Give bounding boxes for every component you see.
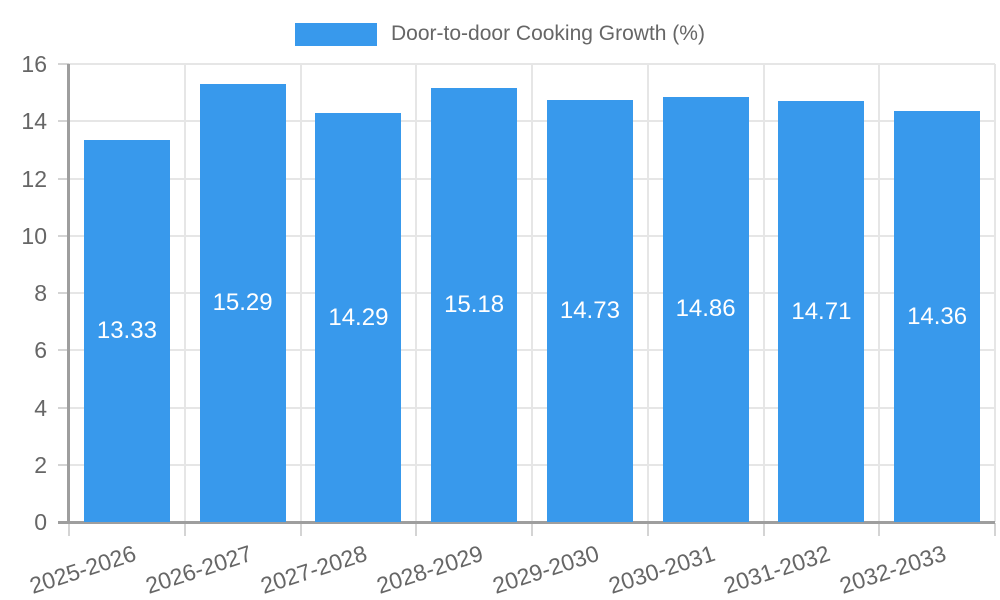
- bar[interactable]: [83, 140, 170, 522]
- bar[interactable]: [662, 96, 749, 522]
- bar-value-label: 14.36: [907, 302, 968, 330]
- x-axis-line: [58, 521, 995, 524]
- x-tick-mark: [878, 523, 881, 536]
- legend-label: Door-to-door Cooking Growth (%): [391, 22, 705, 45]
- x-tick-label: 2029-2030: [489, 540, 602, 599]
- x-tick-label: 2027-2028: [257, 540, 371, 599]
- y-tick-label: 4: [34, 394, 47, 421]
- y-tick-label: 14: [21, 108, 47, 135]
- bar[interactable]: [546, 100, 633, 522]
- x-tick-label: 2026-2027: [141, 540, 255, 599]
- y-tick-mark: [58, 349, 69, 352]
- gridline-vertical: [994, 64, 996, 522]
- x-tick-mark: [415, 523, 418, 536]
- gridline-vertical: [415, 64, 418, 522]
- x-tick-label: 2025-2026: [26, 540, 139, 599]
- gridline-vertical: [762, 64, 765, 522]
- gridline-vertical: [878, 64, 881, 522]
- x-tick-mark: [762, 523, 765, 536]
- x-tick-mark: [183, 523, 186, 536]
- bar[interactable]: [199, 84, 286, 522]
- bar-value-label: 14.86: [675, 295, 736, 323]
- y-tick-mark: [58, 177, 69, 180]
- bar[interactable]: [778, 100, 865, 522]
- y-tick-label: 0: [34, 509, 47, 535]
- bar-value-label: 15.29: [212, 289, 273, 317]
- legend[interactable]: Door-to-door Cooking Growth (%): [0, 20, 1000, 48]
- gridline-vertical: [299, 64, 302, 522]
- bar[interactable]: [894, 110, 981, 522]
- y-tick-mark: [58, 63, 69, 65]
- bar-value-label: 13.33: [96, 317, 157, 345]
- gridline-vertical: [646, 64, 649, 522]
- x-tick-label: 2028-2029: [373, 540, 487, 599]
- legend-swatch: [295, 22, 378, 46]
- y-tick-label: 16: [21, 51, 47, 77]
- y-tick-label: 12: [21, 165, 47, 192]
- x-tick-label: 2030-2031: [604, 540, 718, 599]
- y-tick-label: 6: [34, 337, 47, 364]
- y-axis-line: [67, 64, 70, 522]
- bar[interactable]: [315, 112, 402, 522]
- y-tick-mark: [58, 463, 69, 466]
- bar-value-label: 15.18: [444, 290, 505, 318]
- bar[interactable]: [431, 87, 518, 522]
- x-tick-mark: [68, 523, 70, 536]
- y-tick-label: 10: [21, 222, 47, 249]
- gridline-vertical: [531, 64, 533, 522]
- bar-value-label: 14.73: [559, 297, 620, 325]
- y-tick-mark: [58, 406, 69, 409]
- x-tick-label: 2031-2032: [720, 540, 834, 599]
- y-tick-mark: [58, 292, 69, 294]
- x-tick-label: 2032-2033: [836, 540, 950, 599]
- y-tick-mark: [58, 234, 69, 237]
- y-tick-label: 8: [34, 280, 47, 306]
- x-tick-mark: [531, 523, 533, 536]
- x-tick-mark: [646, 523, 649, 536]
- x-tick-mark: [994, 523, 996, 536]
- y-tick-mark: [58, 120, 69, 123]
- y-tick-label: 2: [34, 451, 47, 478]
- bar-value-label: 14.29: [328, 303, 389, 331]
- gridline-vertical: [183, 64, 186, 522]
- bar-value-label: 14.71: [791, 297, 852, 325]
- x-tick-mark: [299, 523, 302, 536]
